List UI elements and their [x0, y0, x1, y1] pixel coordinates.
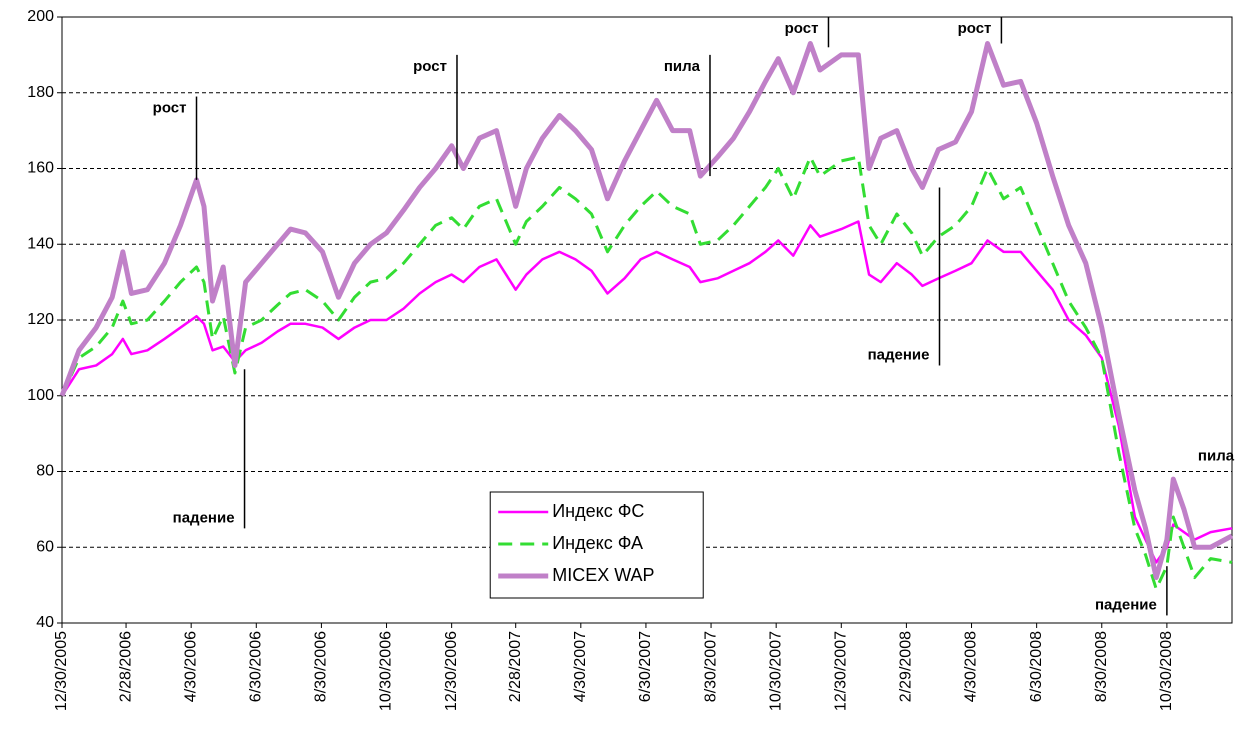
x-tick-label: 12/30/2006 [443, 631, 460, 711]
x-tick-label: 4/30/2006 [182, 631, 199, 702]
x-tick-label: 6/30/2006 [248, 631, 265, 702]
y-tick-label: 120 [27, 311, 54, 328]
y-tick-label: 180 [27, 84, 54, 101]
annotation: падение [1095, 596, 1157, 613]
x-tick-label: 12/30/2005 [53, 631, 70, 711]
y-tick-label: 160 [27, 160, 54, 177]
y-tick-label: 80 [36, 463, 54, 480]
annotation: пила [1198, 447, 1235, 464]
x-tick-label: 4/30/2007 [572, 631, 589, 702]
x-tick-label: 4/30/2008 [963, 631, 980, 702]
x-tick-label: 2/29/2008 [898, 631, 915, 702]
plot-frame [61, 16, 1233, 624]
x-tick-label: 8/30/2007 [702, 631, 719, 702]
annotation: рост [413, 58, 447, 75]
y-tick-label: 60 [36, 538, 54, 555]
x-tick-label: 2/28/2006 [117, 631, 134, 702]
annotation: пила [664, 58, 701, 75]
series-line [60, 155, 1233, 591]
annotation: рост [153, 100, 187, 117]
y-tick-label: 40 [36, 614, 54, 631]
x-tick-label: 8/30/2006 [313, 631, 330, 702]
x-tick-label: 10/30/2007 [767, 631, 784, 711]
x-tick-label: 10/30/2006 [378, 631, 395, 711]
annotation: рост [785, 20, 819, 37]
legend: Индекс ФС Индекс ФА MICEX WAP [489, 491, 704, 599]
annotation: падение [173, 509, 235, 526]
y-tick-label: 200 [27, 8, 54, 25]
x-tick-label: 10/30/2008 [1158, 631, 1175, 711]
series-line [59, 41, 1234, 581]
x-tick-label: 6/30/2007 [637, 631, 654, 702]
legend-label: MICEX WAP [552, 565, 654, 585]
annotation: рост [958, 20, 992, 37]
x-tick-label: 12/30/2007 [833, 631, 850, 711]
legend-label: Индекс ФА [552, 533, 643, 553]
y-tick-label: 100 [27, 387, 54, 404]
x-tick-label: 8/30/2008 [1093, 631, 1110, 702]
legend-label: Индекс ФС [552, 501, 644, 521]
x-tick-label: 2/28/2007 [507, 631, 524, 702]
annotation: падение [868, 346, 930, 363]
y-tick-label: 140 [27, 235, 54, 252]
x-tick-label: 6/30/2008 [1028, 631, 1045, 702]
